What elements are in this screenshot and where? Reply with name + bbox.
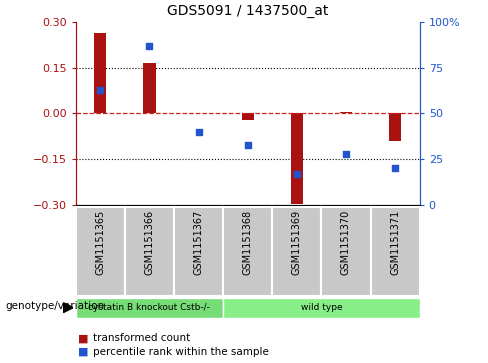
Text: percentile rank within the sample: percentile rank within the sample (93, 347, 268, 357)
Polygon shape (63, 303, 73, 313)
Text: ■: ■ (78, 333, 89, 343)
Bar (242, 113, 254, 120)
Point (96, 87, 104, 93)
Text: GSM1151371: GSM1151371 (390, 209, 400, 275)
Point (391, 166, 399, 171)
Bar (291, 113, 303, 204)
Text: cystatin B knockout Cstb-/-: cystatin B knockout Cstb-/- (88, 303, 210, 312)
Bar (340, 112, 352, 113)
Point (195, 129, 203, 135)
Bar (94, 33, 106, 113)
Point (145, 43, 153, 49)
Point (342, 151, 350, 157)
Text: wild type: wild type (301, 303, 342, 312)
Title: GDS5091 / 1437500_at: GDS5091 / 1437500_at (167, 4, 328, 18)
Text: genotype/variation: genotype/variation (5, 301, 104, 311)
Bar (389, 113, 401, 141)
Text: ■: ■ (78, 347, 89, 357)
Text: GSM1151368: GSM1151368 (243, 209, 253, 275)
Point (244, 142, 252, 147)
Bar (143, 63, 156, 113)
Text: GSM1151365: GSM1151365 (95, 209, 105, 275)
Text: GSM1151366: GSM1151366 (144, 209, 154, 275)
Point (293, 171, 301, 177)
Text: transformed count: transformed count (93, 333, 190, 343)
Text: GSM1151367: GSM1151367 (194, 209, 203, 275)
Text: GSM1151370: GSM1151370 (341, 209, 351, 275)
Text: GSM1151369: GSM1151369 (292, 209, 302, 275)
